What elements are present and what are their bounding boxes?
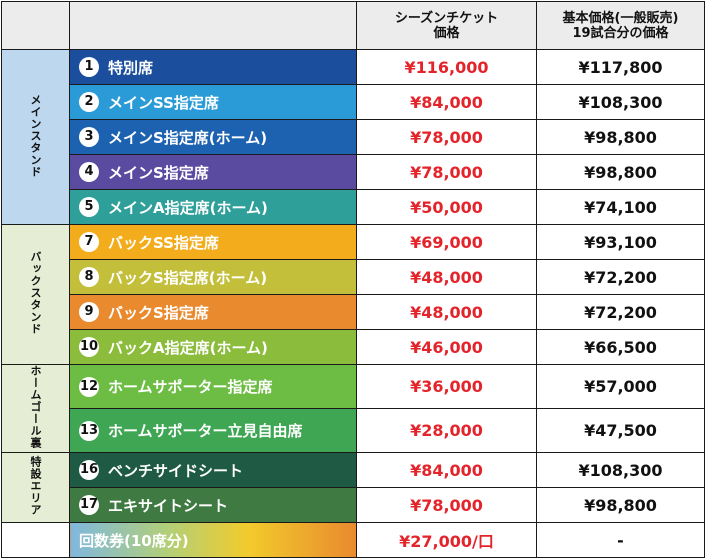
- base-price: ¥98,800: [536, 154, 705, 190]
- seat-number-badge: 7: [79, 232, 99, 252]
- season-price: ¥78,000: [356, 487, 537, 523]
- seat-cell: 5 メインA指定席(ホーム): [69, 189, 357, 225]
- seat-cell: 16 ベンチサイドシート: [69, 452, 357, 488]
- seat-label: バックS指定席: [108, 303, 209, 322]
- section-back-stand: バックスタンド: [1, 224, 70, 365]
- base-price: ¥72,200: [536, 259, 705, 295]
- seat-label: 特別席: [108, 58, 154, 77]
- seat-number-badge: 16: [79, 460, 99, 480]
- base-price: ¥98,800: [536, 119, 705, 155]
- seat-number-badge: 2: [79, 92, 99, 112]
- coupon-cell: 回数券(10席分): [69, 522, 357, 558]
- seat-cell: 3 メインS指定席(ホーム): [69, 119, 357, 155]
- base-price: ¥93,100: [536, 224, 705, 260]
- seat-number-badge: 1: [79, 57, 99, 77]
- seat-number-badge: 3: [79, 127, 99, 147]
- seat-label: エキサイトシート: [108, 496, 229, 515]
- season-price: ¥84,000: [356, 84, 537, 120]
- base-price: ¥98,800: [536, 487, 705, 523]
- table-row: 4 メインS指定席 ¥78,000 ¥98,800: [2, 154, 705, 190]
- seat-number-badge: 12: [79, 376, 99, 397]
- table-row: メインスタンド 1 特別席 ¥116,000 ¥117,800: [1, 49, 705, 225]
- section-special-area: 特設エリア: [1, 452, 70, 523]
- table-row: 13 ホームサポーター立見自由席 ¥28,000 ¥47,500: [2, 408, 705, 453]
- table-row: 8 バックS指定席(ホーム) ¥48,000 ¥72,200: [2, 259, 705, 295]
- seat-label: ホームサポーター立見自由席: [108, 422, 303, 440]
- coupon-base-price: -: [536, 522, 705, 558]
- season-price: ¥46,000: [356, 329, 537, 365]
- table-row: バックスタンド 7 バックSS指定席 ¥69,000 ¥93,100: [1, 224, 705, 365]
- base-price: ¥66,500: [536, 329, 705, 365]
- section-blank: [1, 522, 70, 558]
- season-price: ¥84,000: [356, 452, 537, 488]
- seat-cell: 2 メインSS指定席: [69, 84, 357, 120]
- table-row: 10 バックA指定席(ホーム) ¥46,000 ¥66,500: [2, 329, 705, 365]
- seat-label: バックA指定席(ホーム): [108, 338, 268, 357]
- seat-number-badge: 4: [79, 162, 99, 182]
- coupon-label: 回数券(10席分): [79, 531, 189, 550]
- season-price: ¥116,000: [356, 49, 537, 85]
- base-price: ¥108,300: [536, 84, 705, 120]
- seat-number-badge: 10: [79, 337, 99, 357]
- base-price: ¥74,100: [536, 189, 705, 225]
- seat-label: ホームサポーター指定席: [108, 378, 273, 396]
- seat-label: メインA指定席(ホーム): [108, 198, 268, 217]
- seat-number-badge: 9: [79, 302, 99, 322]
- seat-number-badge: 17: [79, 495, 99, 515]
- header-blank: [1, 1, 70, 50]
- table-row: 特設エリア 16 ベンチサイドシート ¥84,000 ¥108,300: [1, 452, 705, 523]
- seat-label: バックSS指定席: [108, 233, 219, 252]
- season-price: ¥78,000: [356, 154, 537, 190]
- seat-cell: 7 バックSS指定席: [69, 224, 357, 260]
- season-price: ¥28,000: [356, 408, 537, 453]
- seat-number-badge: 8: [79, 267, 99, 287]
- seat-label: メインS指定席(ホーム): [108, 128, 268, 147]
- header-row: シーズンチケット 価格 基本価格(一般販売) 19試合分の価格: [1, 1, 705, 50]
- section-home-goal: ホームゴール裏: [1, 364, 70, 453]
- seat-number-badge: 13: [79, 420, 99, 441]
- seat-cell: 10 バックA指定席(ホーム): [69, 329, 357, 365]
- coupon-season-price: ¥27,000/口: [356, 522, 537, 558]
- table-row: 5 メインA指定席(ホーム) ¥50,000 ¥74,100: [2, 189, 705, 225]
- season-price: ¥78,000: [356, 119, 537, 155]
- seat-label: バックS指定席(ホーム): [108, 268, 268, 287]
- header-season-price: シーズンチケット 価格: [356, 1, 537, 50]
- season-price: ¥48,000: [356, 294, 537, 330]
- seat-label: ベンチサイドシート: [108, 461, 244, 480]
- table-row: 3 メインS指定席(ホーム) ¥78,000 ¥98,800: [2, 119, 705, 155]
- base-price: ¥108,300: [536, 452, 705, 488]
- base-price: ¥72,200: [536, 294, 705, 330]
- seat-cell: 9 バックS指定席: [69, 294, 357, 330]
- table-row: ホームゴール裏 12 ホームサポーター指定席 ¥36,000 ¥57,000: [1, 364, 705, 453]
- base-price: ¥47,500: [536, 408, 705, 453]
- seat-label: メインS指定席: [108, 163, 209, 182]
- seat-cell: 13 ホームサポーター立見自由席: [69, 408, 357, 453]
- base-price: ¥57,000: [536, 364, 705, 409]
- seat-label: メインSS指定席: [108, 93, 219, 112]
- header-base-price: 基本価格(一般販売) 19試合分の価格: [536, 1, 705, 50]
- seat-cell: 8 バックS指定席(ホーム): [69, 259, 357, 295]
- season-price: ¥36,000: [356, 364, 537, 409]
- seat-cell: 17 エキサイトシート: [69, 487, 357, 523]
- table-row: 9 バックS指定席 ¥48,000 ¥72,200: [2, 294, 705, 330]
- table-row: 2 メインSS指定席 ¥84,000 ¥108,300: [2, 84, 705, 120]
- season-price: ¥69,000: [356, 224, 537, 260]
- section-main-stand: メインスタンド: [1, 49, 70, 225]
- coupon-row: 回数券(10席分) ¥27,000/口 -: [1, 522, 705, 558]
- base-price: ¥117,800: [536, 49, 705, 85]
- season-price: ¥50,000: [356, 189, 537, 225]
- season-price: ¥48,000: [356, 259, 537, 295]
- seat-cell: 12 ホームサポーター指定席: [69, 364, 357, 409]
- table-row: 17 エキサイトシート ¥78,000 ¥98,800: [2, 487, 705, 523]
- header-blank-seat: [69, 1, 357, 50]
- seat-cell: 4 メインS指定席: [69, 154, 357, 190]
- seat-cell: 1 特別席: [69, 49, 357, 85]
- seat-number-badge: 5: [79, 197, 99, 217]
